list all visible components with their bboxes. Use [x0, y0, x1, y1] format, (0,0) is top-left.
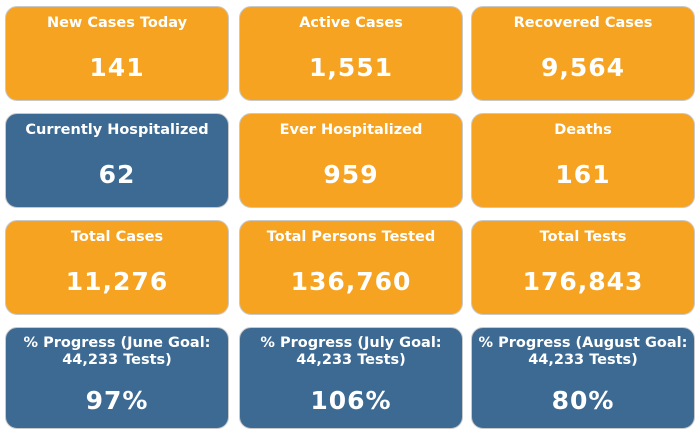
card-currently-hospitalized: Currently Hospitalized 62	[5, 113, 229, 208]
card-label: New Cases Today	[46, 15, 188, 31]
card-label: Deaths	[554, 122, 612, 138]
card-value: 176,843	[522, 267, 644, 296]
card-value: 136,760	[290, 267, 412, 296]
card-total-persons-tested: Total Persons Tested 136,760	[239, 220, 463, 315]
card-value: 959	[323, 160, 379, 189]
card-value: 106%	[310, 386, 392, 415]
card-label: Ever Hospitalized	[279, 122, 423, 138]
card-value: 11,276	[65, 267, 169, 296]
card-label: Total Cases	[70, 229, 164, 245]
card-progress-august: % Progress (August Goal: 44,233 Tests) 8…	[471, 327, 695, 429]
card-label: Total Tests	[539, 229, 627, 245]
card-active-cases: Active Cases 1,551	[239, 6, 463, 101]
card-label: Currently Hospitalized	[25, 122, 209, 138]
card-recovered-cases: Recovered Cases 9,564	[471, 6, 695, 101]
card-label: % Progress (July Goal: 44,233 Tests)	[260, 335, 442, 368]
card-value: 9,564	[540, 53, 626, 82]
card-label: % Progress (June Goal: 44,233 Tests)	[23, 335, 211, 368]
card-label: Recovered Cases	[513, 15, 653, 31]
card-value: 62	[98, 160, 136, 189]
card-value: 161	[555, 160, 611, 189]
card-value: 141	[89, 53, 145, 82]
card-ever-hospitalized: Ever Hospitalized 959	[239, 113, 463, 208]
card-deaths: Deaths 161	[471, 113, 695, 208]
card-progress-june: % Progress (June Goal: 44,233 Tests) 97%	[5, 327, 229, 429]
card-value: 1,551	[308, 53, 394, 82]
card-progress-july: % Progress (July Goal: 44,233 Tests) 106…	[239, 327, 463, 429]
card-total-tests: Total Tests 176,843	[471, 220, 695, 315]
card-label: % Progress (August Goal: 44,233 Tests)	[478, 335, 688, 368]
card-label: Total Persons Tested	[266, 229, 436, 245]
card-total-cases: Total Cases 11,276	[5, 220, 229, 315]
card-label: Active Cases	[299, 15, 403, 31]
card-value: 97%	[85, 386, 149, 415]
card-new-cases-today: New Cases Today 141	[5, 6, 229, 101]
card-value: 80%	[551, 386, 615, 415]
